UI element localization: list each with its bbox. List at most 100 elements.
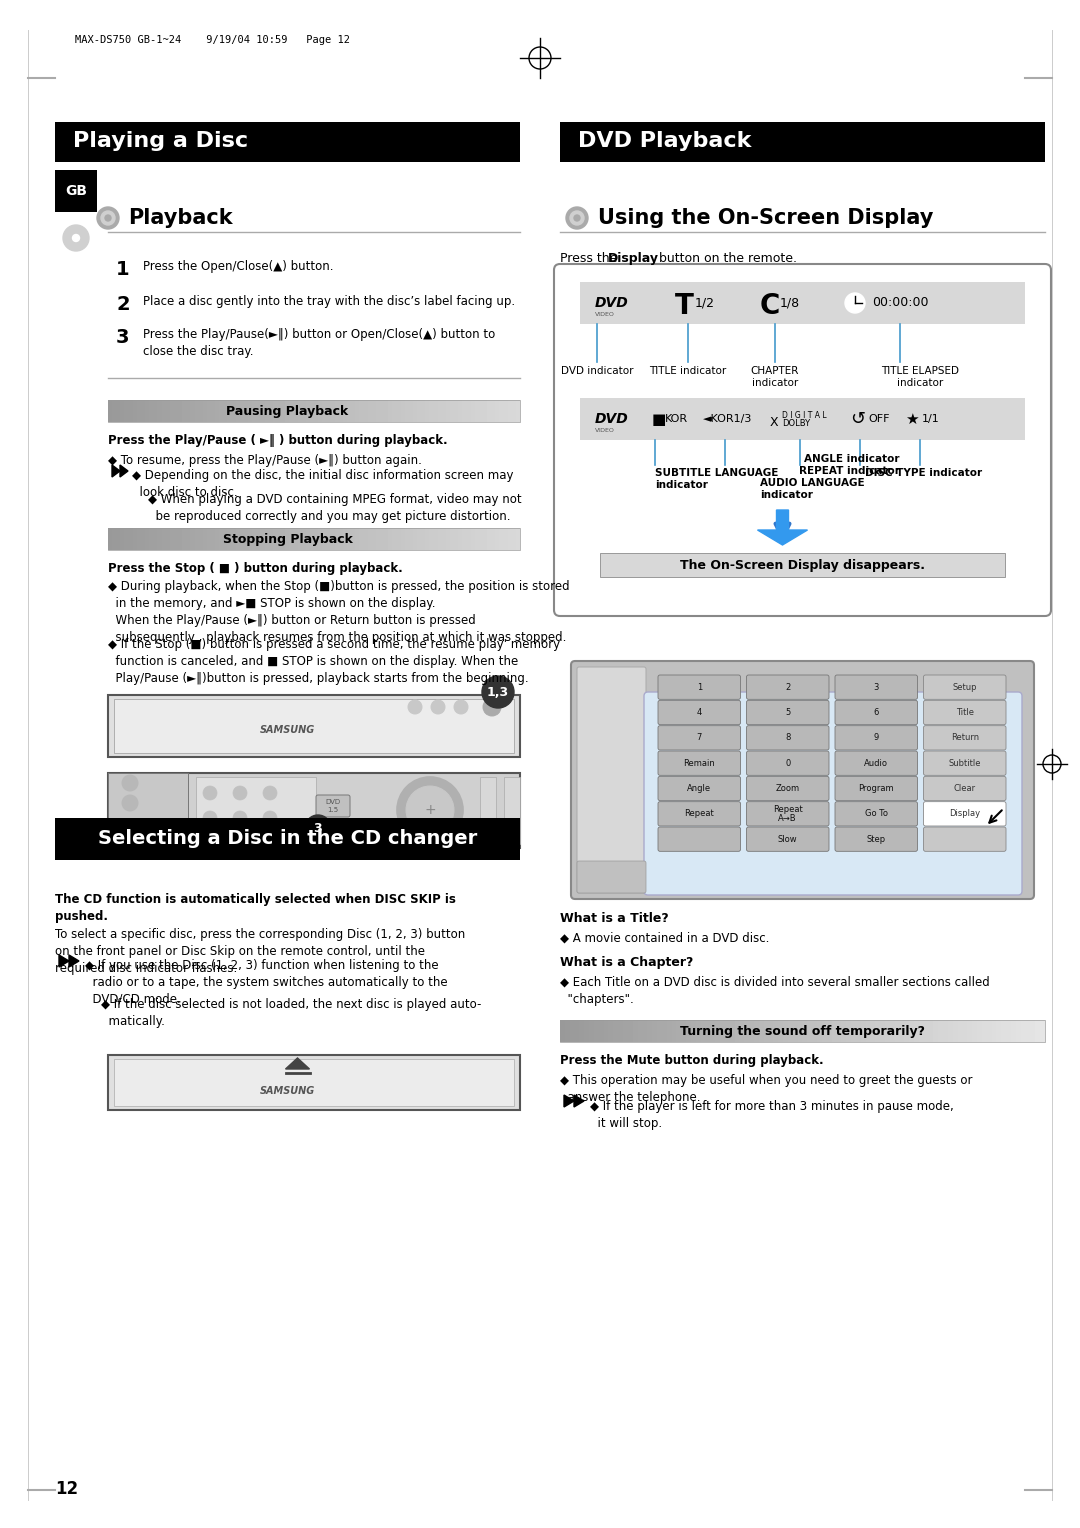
Text: MAX-DS750 GB-1~24    9/19/04 10:59   Page 12: MAX-DS750 GB-1~24 9/19/04 10:59 Page 12 (75, 35, 350, 44)
FancyBboxPatch shape (746, 700, 829, 724)
Text: Subtitle: Subtitle (948, 759, 981, 767)
Text: +: + (424, 804, 436, 817)
Text: 9: 9 (874, 733, 879, 743)
Circle shape (203, 811, 217, 825)
Text: Press the Stop ( ■ ) button during playback.: Press the Stop ( ■ ) button during playb… (108, 562, 403, 575)
Text: ◆ A movie contained in a DVD disc.: ◆ A movie contained in a DVD disc. (561, 932, 769, 944)
Text: The CD function is automatically selected when DISC SKIP is
pushed.: The CD function is automatically selecte… (55, 892, 456, 923)
Text: TITLE indicator: TITLE indicator (649, 367, 727, 376)
Text: 2: 2 (116, 295, 130, 313)
Text: 0: 0 (785, 759, 791, 767)
FancyBboxPatch shape (746, 750, 829, 775)
Text: Turning the sound off temporarily?: Turning the sound off temporarily? (680, 1024, 924, 1038)
Text: Clear: Clear (954, 784, 976, 793)
Circle shape (264, 811, 276, 825)
FancyBboxPatch shape (835, 827, 918, 851)
Text: Display: Display (949, 810, 981, 819)
FancyBboxPatch shape (114, 698, 514, 753)
Text: 2: 2 (785, 683, 791, 692)
Text: Step: Step (866, 834, 886, 843)
Circle shape (482, 675, 514, 707)
FancyBboxPatch shape (835, 700, 918, 724)
Text: D I G I T A L: D I G I T A L (782, 411, 826, 420)
Text: ANGLE indicator: ANGLE indicator (805, 454, 900, 465)
Text: ◆ If the disc selected is not loaded, the next disc is played auto-
  matically.: ◆ If the disc selected is not loaded, th… (102, 998, 482, 1028)
Text: 12: 12 (55, 1481, 78, 1497)
Text: Stopping Playback: Stopping Playback (222, 533, 352, 547)
Text: Pausing Playback: Pausing Playback (227, 405, 349, 419)
Circle shape (570, 211, 584, 225)
Text: What is a Chapter?: What is a Chapter? (561, 957, 693, 969)
FancyBboxPatch shape (114, 1059, 514, 1106)
Text: ◆ Depending on the disc, the initial disc information screen may
  look disc to : ◆ Depending on the disc, the initial dis… (132, 469, 513, 500)
FancyBboxPatch shape (746, 827, 829, 851)
Text: 3: 3 (874, 683, 879, 692)
FancyBboxPatch shape (746, 726, 829, 750)
FancyBboxPatch shape (746, 675, 829, 700)
FancyBboxPatch shape (561, 122, 1045, 162)
Text: 1/1: 1/1 (922, 414, 940, 423)
Text: Display: Display (608, 252, 659, 264)
FancyBboxPatch shape (480, 778, 496, 843)
Text: 1/2: 1/2 (696, 296, 715, 310)
Circle shape (122, 821, 138, 836)
Circle shape (431, 700, 445, 714)
Text: 1: 1 (697, 683, 702, 692)
Text: Place a disc gently into the tray with the disc’s label facing up.: Place a disc gently into the tray with t… (143, 295, 515, 309)
Text: ◆ If you use the Disc (1, 2, 3) function when listening to the
  radio or to a t: ◆ If you use the Disc (1, 2, 3) function… (85, 960, 447, 1005)
Text: DISC TYPE indicator: DISC TYPE indicator (865, 468, 982, 478)
Circle shape (97, 206, 119, 229)
Text: 4: 4 (697, 707, 702, 717)
Text: The On-Screen Display disappears.: The On-Screen Display disappears. (680, 559, 924, 571)
Text: Repeat: Repeat (685, 810, 714, 819)
Text: Using the On-Screen Display: Using the On-Screen Display (598, 208, 933, 228)
Circle shape (397, 778, 463, 843)
FancyBboxPatch shape (658, 675, 741, 700)
Text: Return: Return (950, 733, 978, 743)
FancyBboxPatch shape (577, 668, 646, 892)
FancyBboxPatch shape (644, 692, 1022, 895)
Text: VIDEO: VIDEO (595, 313, 615, 318)
Text: Angle: Angle (687, 784, 712, 793)
FancyBboxPatch shape (108, 1054, 519, 1109)
Circle shape (203, 785, 217, 801)
Text: DVD: DVD (595, 413, 629, 426)
FancyBboxPatch shape (195, 778, 316, 843)
FancyBboxPatch shape (580, 283, 1025, 324)
Polygon shape (59, 955, 69, 967)
Text: DVD Playback: DVD Playback (578, 131, 752, 151)
Circle shape (408, 700, 422, 714)
Text: Zoom: Zoom (775, 784, 800, 793)
Circle shape (72, 234, 80, 241)
Text: VIDEO: VIDEO (595, 428, 615, 434)
Circle shape (305, 814, 330, 840)
Text: 1,3: 1,3 (487, 686, 509, 698)
Circle shape (483, 698, 501, 717)
Polygon shape (285, 1057, 310, 1070)
Polygon shape (120, 465, 129, 477)
Text: 3: 3 (116, 329, 130, 347)
FancyBboxPatch shape (108, 773, 188, 848)
Text: ◆ This operation may be useful when you need to greet the guests or
  answer the: ◆ This operation may be useful when you … (561, 1074, 972, 1105)
Text: Press the: Press the (561, 252, 621, 264)
Circle shape (233, 785, 247, 801)
Text: REPEAT indicator: REPEAT indicator (799, 466, 900, 477)
FancyBboxPatch shape (923, 802, 1005, 827)
Text: GB: GB (65, 183, 87, 199)
Text: Title: Title (956, 707, 974, 717)
FancyBboxPatch shape (108, 695, 519, 756)
FancyBboxPatch shape (55, 122, 519, 162)
FancyBboxPatch shape (316, 795, 350, 817)
Circle shape (105, 215, 111, 222)
FancyBboxPatch shape (55, 170, 97, 212)
FancyBboxPatch shape (658, 700, 741, 724)
Text: ◆ During playback, when the Stop (■)button is pressed, the position is stored
  : ◆ During playback, when the Stop (■)butt… (108, 581, 569, 643)
Text: DVD indicator: DVD indicator (561, 367, 633, 376)
Text: Press the Play/Pause(►‖) button or Open/Close(▲) button to
close the disc tray.: Press the Play/Pause(►‖) button or Open/… (143, 329, 496, 358)
Text: 00:00:00: 00:00:00 (872, 296, 929, 310)
Circle shape (233, 811, 247, 825)
Text: Program: Program (859, 784, 894, 793)
Text: C: C (760, 292, 781, 319)
FancyBboxPatch shape (835, 675, 918, 700)
Text: ◄KOR1/3: ◄KOR1/3 (703, 414, 753, 423)
